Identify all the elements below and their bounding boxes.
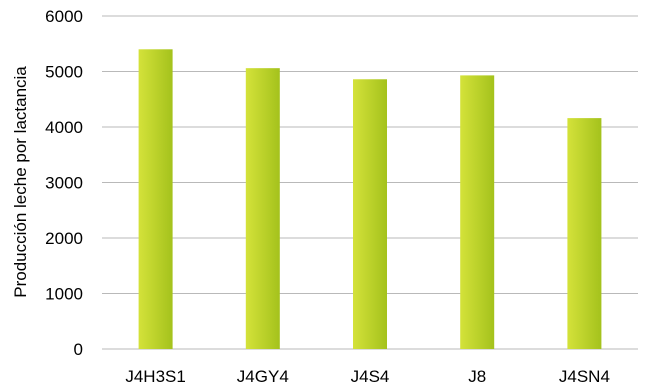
y-tick-label: 5000	[45, 63, 83, 82]
y-tick-label: 2000	[45, 229, 83, 248]
y-tick-label: 0	[74, 340, 83, 359]
y-axis-label: Producción leche por lactancia	[11, 66, 30, 298]
bar-j4h3s1	[138, 49, 173, 350]
x-tick-label: J8	[468, 367, 486, 386]
bar-j4gy4	[245, 68, 280, 350]
x-tick-label: J4GY4	[237, 367, 289, 386]
y-tick-label: 6000	[45, 7, 83, 26]
x-axis-ticks: J4H3S1 J4GY4 J4S4 J8 J4SN4	[125, 367, 610, 386]
y-tick-label: 3000	[45, 174, 83, 193]
bar-j8	[460, 75, 495, 349]
x-tick-label: J4S4	[351, 367, 390, 386]
bar-j4s4	[353, 79, 387, 350]
y-tick-label: 1000	[45, 285, 83, 304]
x-tick-label: J4H3S1	[125, 367, 185, 386]
bar-j4sn4	[567, 118, 602, 350]
y-tick-label: 4000	[45, 118, 83, 137]
bars	[138, 49, 602, 350]
y-axis-ticks: 0 1000 2000 3000 4000 5000 6000	[45, 7, 83, 359]
x-tick-label: J4SN4	[559, 367, 610, 386]
